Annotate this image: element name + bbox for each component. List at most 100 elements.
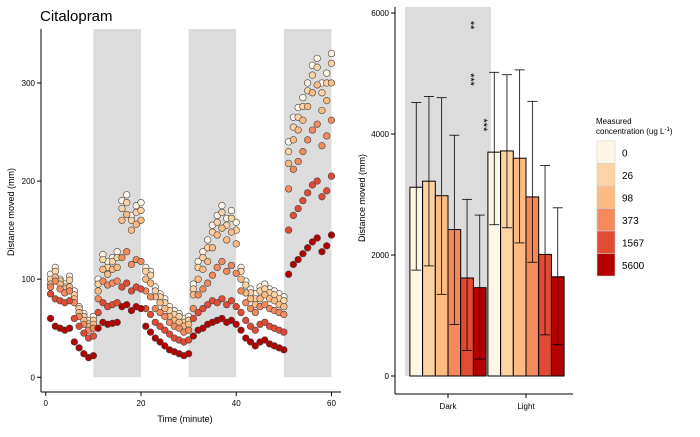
bar-y-tick-label: 6000	[371, 9, 389, 18]
scatter-point	[227, 297, 236, 305]
scatter-point	[118, 253, 126, 262]
scatter-point	[223, 236, 231, 244]
legend-title-line2: concentration (ug L-1)	[596, 127, 673, 136]
scatter-point	[242, 299, 250, 307]
scatter-point	[80, 329, 88, 337]
scatter-point	[318, 106, 326, 115]
scatter-point	[137, 285, 145, 293]
scatter-point	[318, 142, 326, 150]
scatter-point	[108, 257, 117, 266]
scatter-point	[213, 231, 221, 239]
scatter-point	[285, 226, 293, 234]
scatter-point	[289, 211, 297, 220]
scatter-point	[242, 316, 250, 324]
scatter-point	[232, 218, 240, 226]
scatter-point	[223, 301, 231, 309]
scatter-point	[294, 126, 302, 134]
scatter-point	[175, 324, 183, 332]
scatter-point	[142, 322, 150, 330]
scatter-point	[251, 326, 259, 334]
scatter-point	[194, 275, 202, 283]
scatter-point	[161, 342, 169, 350]
legend-swatch	[596, 230, 616, 254]
scatter-point	[194, 291, 202, 299]
scatter-x-tick-label: 40	[232, 399, 241, 408]
scatter-point	[304, 189, 312, 197]
legend-swatch	[596, 140, 616, 164]
scatter-point	[89, 332, 97, 340]
significance-marker: ***	[464, 73, 476, 87]
scatter-point	[199, 253, 207, 262]
scatter-point	[308, 126, 317, 134]
scatter-point	[137, 206, 145, 215]
scatter-point	[280, 303, 288, 311]
scatter-point	[65, 324, 74, 332]
scatter-point	[237, 326, 245, 334]
scatter-point	[123, 301, 131, 309]
scatter-point	[146, 271, 155, 279]
dark-period-shading	[283, 29, 332, 378]
scatter-point	[313, 81, 321, 89]
scatter-point	[280, 328, 288, 336]
scatter-y-tick-label: 100	[22, 275, 36, 284]
bar-y-tick-label: 4000	[371, 130, 389, 139]
scatter-point	[104, 270, 112, 278]
scatter-point	[165, 318, 174, 326]
scatter-point	[99, 265, 107, 273]
scatter-point	[304, 102, 312, 111]
scatter-point	[94, 295, 102, 303]
scatter-point	[185, 350, 193, 358]
scatter-point	[142, 275, 150, 283]
scatter-point	[237, 275, 245, 283]
scatter-point	[137, 257, 145, 266]
scatter-point	[146, 279, 155, 287]
scatter-y-tick-label: 0	[31, 373, 36, 382]
bar-panel: Distance moved (mm) 0 2000 4000 6000 Dark Lig…	[357, 7, 573, 411]
scatter-point	[237, 287, 245, 295]
scatter-point	[123, 210, 131, 219]
scatter-point	[323, 132, 331, 140]
scatter-point	[123, 248, 131, 256]
scatter-point	[285, 185, 293, 193]
scatter-point	[127, 226, 136, 234]
scatter-title: Citalopram	[40, 8, 113, 25]
scatter-point	[308, 89, 317, 97]
scatter-point	[142, 267, 150, 275]
scatter-point	[194, 308, 202, 317]
scatter-x-tick-label: 60	[327, 399, 336, 408]
scatter-point	[137, 216, 145, 224]
scatter-point	[327, 59, 336, 67]
scatter-point	[204, 279, 212, 287]
legend-label: 373	[622, 216, 639, 227]
scatter-point	[156, 322, 164, 330]
scatter-point	[118, 283, 126, 291]
bar-y-axis-label: Distance moved (mm)	[357, 154, 367, 242]
scatter-point	[261, 291, 269, 299]
scatter-point	[327, 49, 336, 58]
scatter-point	[208, 244, 217, 252]
scatter-point	[323, 242, 331, 250]
scatter-panel: Citalopram Time (minute) Distance moved …	[6, 8, 341, 424]
scatter-point	[65, 287, 74, 295]
bar-category-label: Light	[517, 402, 535, 411]
scatter-point	[156, 338, 164, 346]
scatter-point	[294, 157, 302, 166]
scatter-point	[94, 287, 102, 295]
scatter-point	[308, 181, 317, 189]
scatter-point	[246, 338, 255, 346]
scatter-point	[156, 308, 164, 317]
scatter-point	[118, 216, 126, 224]
scatter-point	[304, 244, 312, 252]
scatter-point	[146, 310, 155, 319]
scatter-point	[289, 165, 297, 173]
scatter-point	[118, 204, 126, 213]
scatter-point	[327, 231, 336, 239]
legend-title-line1: Measured	[596, 117, 632, 126]
scatter-point	[251, 342, 259, 350]
scatter-point	[127, 306, 136, 315]
scatter-point	[56, 285, 64, 293]
scatter-point	[242, 334, 250, 342]
scatter-point	[227, 261, 236, 270]
legend-label: 1567	[622, 238, 645, 249]
